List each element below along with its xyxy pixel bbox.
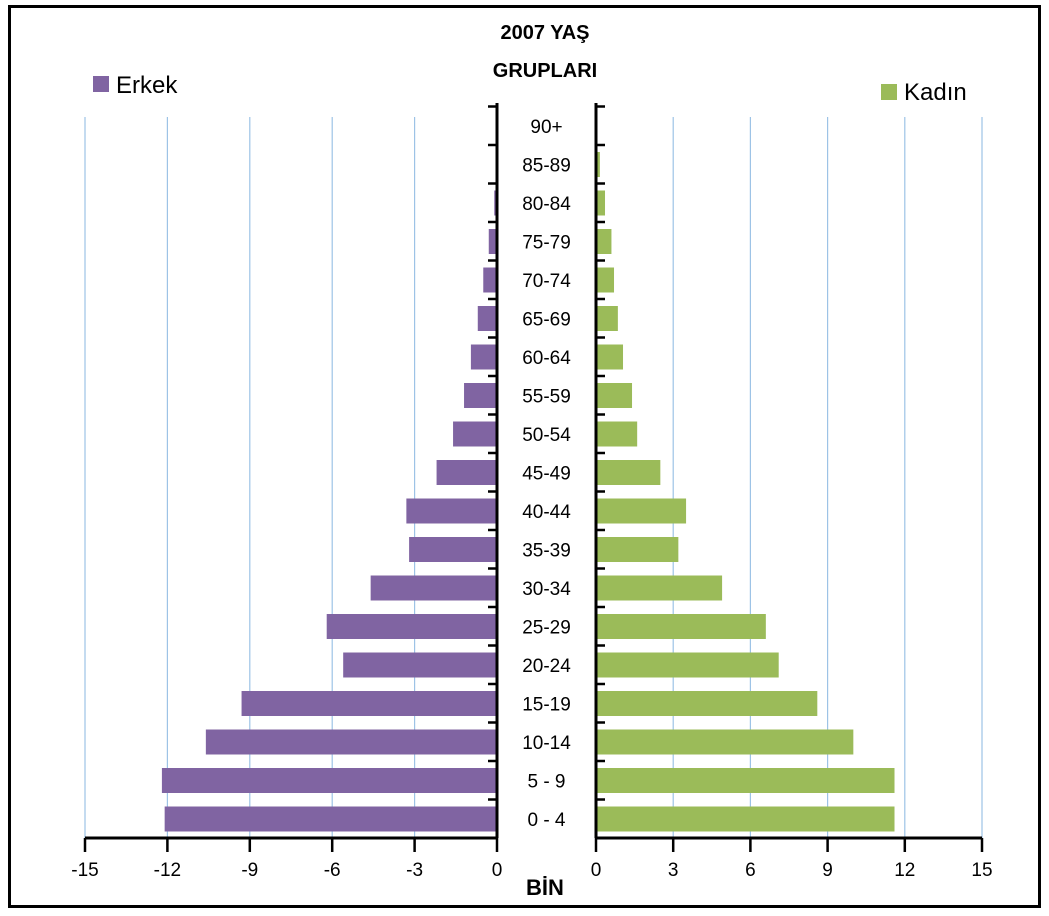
x-tick-label-right-3: 9 bbox=[822, 860, 833, 881]
bar-kadin-9 bbox=[596, 460, 661, 485]
chart-title-line-1: 2007 YAŞ bbox=[501, 22, 590, 44]
axes bbox=[83, 103, 984, 852]
bar-kadin-4 bbox=[596, 652, 779, 678]
x-tick-label-right-4: 12 bbox=[894, 860, 915, 881]
bar-kadin-15 bbox=[596, 229, 612, 254]
age-group-label-8: 40-44 bbox=[522, 502, 571, 523]
bar-kadin-3 bbox=[596, 691, 818, 716]
bar-erkek-10 bbox=[453, 421, 497, 447]
bar-erkek-15 bbox=[488, 229, 497, 254]
bar-erkek-3 bbox=[241, 691, 497, 716]
bars bbox=[161, 113, 895, 832]
x-tick-label-right-5: 15 bbox=[971, 860, 992, 881]
bar-kadin-16 bbox=[596, 190, 606, 216]
bar-kadin-2 bbox=[596, 729, 854, 755]
age-group-label-2: 10-14 bbox=[522, 733, 571, 754]
bar-kadin-17 bbox=[596, 152, 600, 177]
gridlines bbox=[84, 117, 983, 838]
age-group-label-3: 15-19 bbox=[522, 695, 571, 716]
age-group-label-14: 70-74 bbox=[522, 271, 571, 292]
x-tick-label-right-2: 6 bbox=[745, 860, 756, 881]
bar-kadin-6 bbox=[596, 575, 723, 601]
bar-kadin-13 bbox=[596, 306, 618, 331]
bar-kadin-14 bbox=[596, 267, 615, 293]
age-group-label-11: 55-59 bbox=[522, 387, 571, 408]
x-tick-label-left-3: -6 bbox=[324, 860, 341, 881]
bar-erkek-7 bbox=[409, 537, 497, 562]
bar-erkek-5 bbox=[326, 614, 497, 639]
age-group-label-15: 75-79 bbox=[522, 233, 571, 254]
x-tick-label-left-2: -9 bbox=[241, 860, 258, 881]
age-group-label-5: 25-29 bbox=[522, 618, 571, 639]
bar-erkek-11 bbox=[464, 383, 497, 408]
bar-erkek-14 bbox=[483, 267, 497, 293]
x-tick-label-right-0: 0 bbox=[591, 860, 602, 881]
x-tick-label-right-1: 3 bbox=[668, 860, 679, 881]
bar-kadin-1 bbox=[596, 768, 895, 793]
age-group-label-9: 45-49 bbox=[522, 464, 571, 485]
chart-title-line-2: GRUPLARI bbox=[493, 60, 597, 82]
bar-kadin-5 bbox=[596, 614, 766, 639]
bar-kadin-12 bbox=[596, 344, 624, 370]
age-group-label-13: 65-69 bbox=[522, 310, 571, 331]
bar-erkek-9 bbox=[436, 460, 497, 485]
bar-erkek-0 bbox=[164, 806, 498, 832]
age-group-label-17: 85-89 bbox=[522, 156, 571, 177]
age-group-label-16: 80-84 bbox=[522, 194, 571, 215]
bar-erkek-2 bbox=[205, 729, 497, 755]
age-group-label-18: 90+ bbox=[530, 117, 562, 138]
age-group-label-6: 30-34 bbox=[522, 579, 571, 600]
x-tick-label-left-5: 0 bbox=[492, 860, 503, 881]
bar-erkek-13 bbox=[477, 306, 497, 331]
legend-swatch-erkek bbox=[93, 76, 109, 92]
age-group-label-0: 0 - 4 bbox=[527, 810, 565, 831]
bar-kadin-8 bbox=[596, 498, 687, 524]
age-group-label-4: 20-24 bbox=[522, 656, 571, 677]
age-group-label-12: 60-64 bbox=[522, 348, 571, 369]
bar-erkek-12 bbox=[470, 344, 497, 370]
bar-kadin-7 bbox=[596, 537, 679, 562]
bar-erkek-4 bbox=[343, 652, 497, 678]
legend-swatch-kadin bbox=[881, 84, 897, 100]
bar-kadin-11 bbox=[596, 383, 633, 408]
unit-label: BİN bbox=[526, 875, 564, 900]
x-tick-label-left-1: -12 bbox=[154, 860, 181, 881]
bar-erkek-1 bbox=[161, 768, 497, 793]
x-tick-label-left-0: -15 bbox=[71, 860, 98, 881]
bar-kadin-10 bbox=[596, 421, 638, 447]
chart-frame bbox=[8, 5, 1041, 908]
age-group-label-7: 35-39 bbox=[522, 541, 571, 562]
legend-label-erkek: Erkek bbox=[116, 72, 178, 99]
age-group-label-10: 50-54 bbox=[522, 425, 571, 446]
age-group-label-1: 5 - 9 bbox=[527, 772, 565, 793]
bar-erkek-8 bbox=[406, 498, 497, 524]
legend-label-kadin: Kadın bbox=[904, 79, 967, 106]
bar-kadin-0 bbox=[596, 806, 895, 832]
x-tick-label-left-4: -3 bbox=[406, 860, 423, 881]
bar-erkek-6 bbox=[370, 575, 497, 601]
